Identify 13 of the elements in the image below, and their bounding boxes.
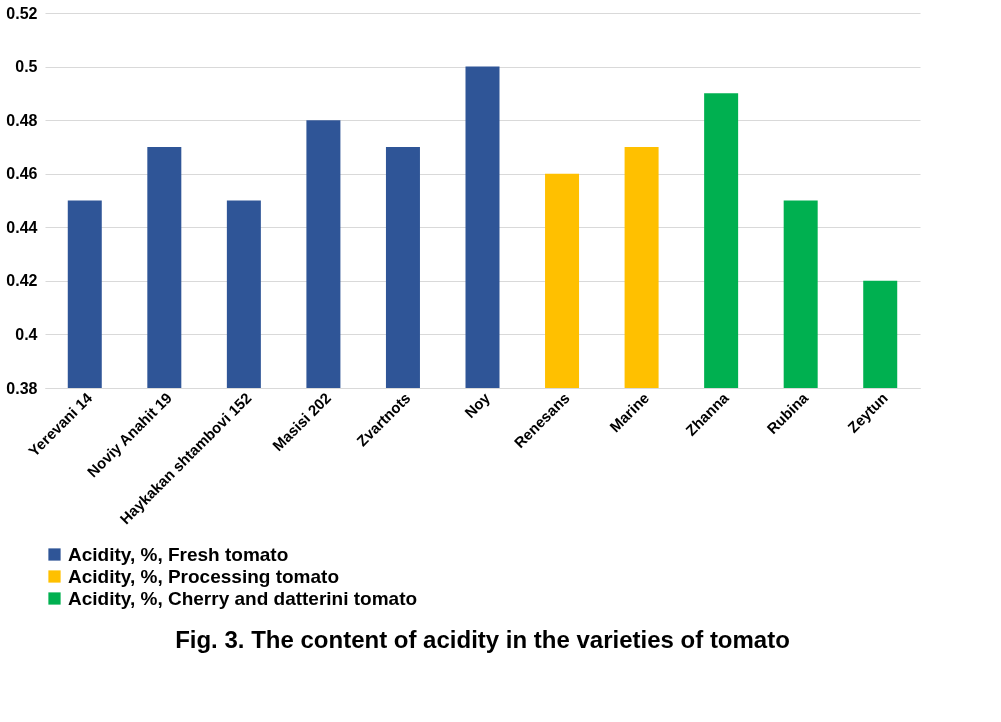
y-tick-label: 0.5 — [15, 58, 38, 76]
y-tick-label: 0.46 — [6, 165, 38, 183]
y-tick-label: 0.44 — [6, 218, 38, 236]
y-tick-label: 0.48 — [6, 111, 38, 129]
legend-label: Acidity, %, Cherry and datterini tomato — [68, 587, 418, 609]
x-tick-label: Noy — [461, 388, 494, 422]
y-tick-label: 0.4 — [15, 325, 38, 343]
y-tick-label: 0.52 — [6, 4, 38, 22]
legend-label: Acidity, %, Fresh tomato — [68, 543, 289, 565]
text: Fig. 3. The content of acidity in the varieties of tomato — [175, 626, 790, 653]
y-tick-label: 0.38 — [6, 379, 38, 397]
y-tick-label: 0.42 — [6, 272, 38, 290]
legend-label: Acidity, %, Processing tomato — [68, 565, 339, 587]
